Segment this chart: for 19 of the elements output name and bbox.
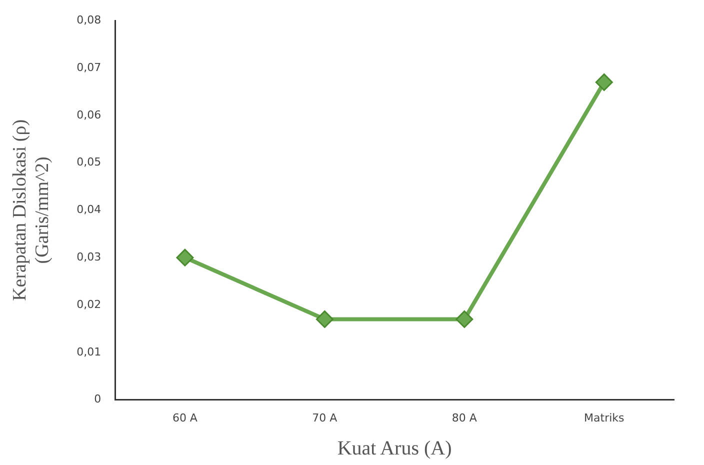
- point: [456, 310, 474, 328]
- y-axis-title: Kerapatan Dislokasi (ρ) (Garis/mm^2): [9, 119, 54, 301]
- y-tick-label: 0,01: [76, 345, 102, 358]
- y-tick-label: 0: [94, 392, 102, 406]
- x-tick-label: Matriks: [584, 411, 625, 424]
- y-tick-label: 0,08: [76, 13, 102, 26]
- y-tick-label: 0,04: [76, 203, 102, 216]
- x-axis-title: Kuat Arus (A): [337, 437, 452, 460]
- x-tick-label: 70 A: [312, 411, 338, 424]
- x-tick-label: 60 A: [172, 411, 198, 424]
- y-tick-label: 0,07: [76, 60, 102, 74]
- y-tick-label: 0,06: [76, 108, 102, 122]
- point: [316, 310, 334, 328]
- point: [176, 248, 194, 266]
- y-tick-label: 0,03: [76, 250, 102, 264]
- y-tick-label: 0,05: [76, 156, 102, 169]
- point: [595, 73, 613, 91]
- x-tick-label: 80 A: [452, 411, 478, 424]
- y-tick-label: 0,02: [76, 298, 102, 311]
